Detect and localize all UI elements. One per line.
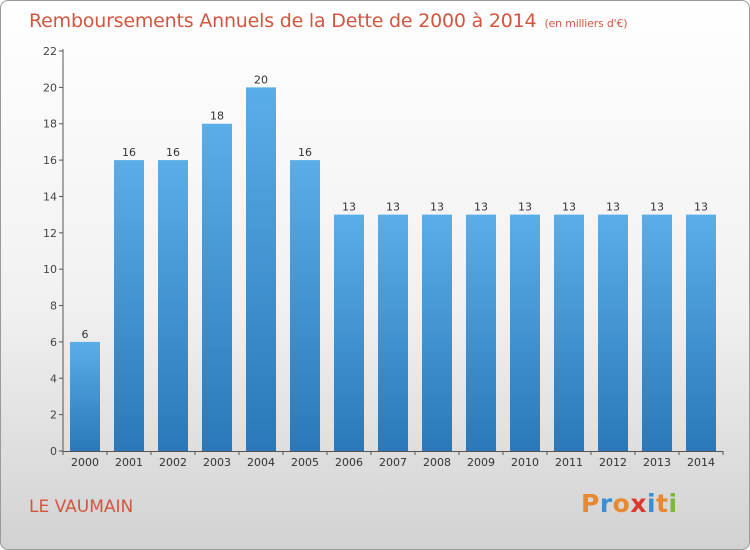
- data-label: 13: [650, 201, 664, 214]
- bar: [554, 214, 584, 451]
- y-tick-label: 12: [43, 227, 57, 240]
- logo-letter: P: [581, 489, 600, 518]
- bar: [510, 214, 540, 451]
- data-label: 13: [430, 201, 444, 214]
- data-label: 13: [474, 201, 488, 214]
- x-tick-label: 2004: [247, 456, 275, 469]
- data-label: 16: [298, 146, 312, 159]
- data-label: 13: [694, 201, 708, 214]
- data-label: 18: [210, 110, 224, 123]
- data-label: 13: [518, 201, 532, 214]
- chart-title: Remboursements Annuels de la Dette de 20…: [29, 10, 628, 32]
- y-tick-label: 4: [50, 372, 57, 385]
- proxiti-logo[interactable]: Proxiti: [581, 489, 678, 518]
- x-tick-label: 2002: [159, 456, 187, 469]
- bar: [378, 214, 408, 451]
- x-tick-label: 2008: [423, 456, 451, 469]
- bar: [114, 160, 144, 451]
- x-tick-label: 2000: [71, 456, 99, 469]
- bar: [598, 214, 628, 451]
- y-tick-label: 2: [50, 409, 57, 422]
- y-tick-label: 6: [50, 336, 57, 349]
- bar: [466, 214, 496, 451]
- data-labels: 6 16 16 18 20 16 13 13 13 13 13 13 13 13 13: [82, 73, 709, 341]
- logo-letter: t: [656, 489, 669, 518]
- y-tick-label: 10: [43, 263, 57, 276]
- x-tick-label: 2005: [291, 456, 319, 469]
- data-label: 6: [82, 328, 89, 341]
- x-axis: 2000 2001 2002 2003 2004 2005 2006 2007 2008 2009…: [62, 451, 724, 469]
- chart-title-text: Remboursements Annuels de la Dette de 20…: [29, 10, 537, 32]
- y-axis: 0 2 4 6 8 10 12 14 16 18 20 22: [43, 45, 64, 458]
- bar: [202, 123, 232, 452]
- y-tick-label: 8: [50, 300, 57, 313]
- x-tick-label: 2014: [687, 456, 715, 469]
- data-label: 20: [254, 73, 268, 86]
- x-tick-label: 2012: [599, 456, 627, 469]
- data-label: 16: [122, 146, 136, 159]
- x-tick-label: 2007: [379, 456, 407, 469]
- y-tick-label: 20: [43, 81, 57, 94]
- bar: [334, 214, 364, 451]
- y-tick-label: 14: [43, 190, 57, 203]
- logo-letter: o: [612, 489, 631, 518]
- y-tick-label: 22: [43, 45, 57, 58]
- data-label: 16: [166, 146, 180, 159]
- x-tick-label: 2010: [511, 456, 539, 469]
- x-tick-label: 2013: [643, 456, 671, 469]
- data-label: 13: [562, 201, 576, 214]
- logo-letter: r: [599, 489, 613, 518]
- unit-label: (en milliers d'€): [544, 17, 628, 30]
- bar: [246, 87, 276, 451]
- bars: [70, 87, 716, 452]
- y-tick-label: 16: [43, 154, 57, 167]
- bar: [70, 341, 100, 451]
- bar: [422, 214, 452, 451]
- data-label: 13: [386, 201, 400, 214]
- logo-letter: i: [647, 489, 657, 518]
- x-tick-label: 2006: [335, 456, 363, 469]
- bar: [158, 160, 188, 451]
- x-tick-label: 2003: [203, 456, 231, 469]
- logo-letter: i: [668, 489, 678, 518]
- logo-letter: x: [630, 489, 647, 518]
- x-tick-label: 2009: [467, 456, 495, 469]
- bar: [686, 214, 716, 451]
- data-label: 13: [606, 201, 620, 214]
- x-tick-label: 2001: [115, 456, 143, 469]
- x-tick-label: 2011: [555, 456, 583, 469]
- commune-name: LE VAUMAIN: [29, 497, 134, 517]
- bar: [290, 160, 320, 451]
- bar: [642, 214, 672, 451]
- data-label: 13: [342, 201, 356, 214]
- y-tick-label: 18: [43, 118, 57, 131]
- y-tick-label: 0: [50, 445, 57, 458]
